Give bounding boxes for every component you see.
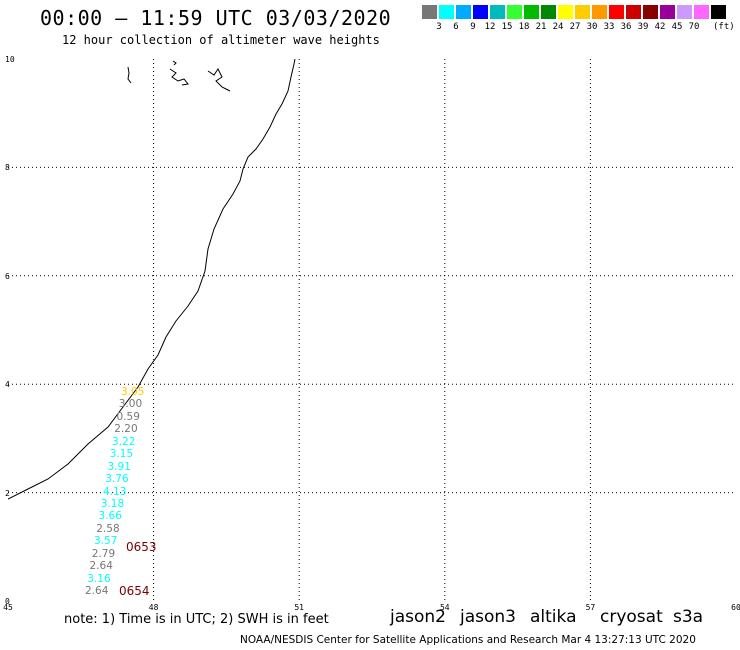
colorbar-unit: (ft)	[713, 22, 735, 32]
colorbar-swatch	[473, 5, 489, 19]
colorbar-label: 33	[603, 22, 615, 32]
colorbar-swatch	[626, 5, 642, 19]
wave-height-value: 3.16	[87, 572, 111, 585]
colorbar-swatch	[456, 5, 472, 19]
legend-jason2: jason2	[390, 607, 446, 627]
y-tick-label: 2	[5, 488, 10, 498]
colorbar-swatch	[592, 5, 608, 19]
colorbar-label: 30	[586, 22, 598, 32]
x-tick-label: 57	[585, 603, 596, 612]
island-2	[169, 68, 189, 86]
legend-altika: altika	[530, 607, 577, 627]
colorbar-label: 70	[688, 22, 700, 32]
wave-height-value: 4.13	[103, 485, 127, 498]
colorbar-label: 21	[535, 22, 547, 32]
wave-height-value: 3.18	[100, 497, 125, 510]
legend-jason3: jason3	[460, 607, 516, 627]
wave-height-value: 2.64	[85, 585, 109, 597]
y-tick-label: 6	[5, 271, 10, 281]
colorbar-swatch	[677, 5, 693, 19]
time-label: 0654	[119, 584, 150, 598]
y-tick-label: 4	[5, 380, 10, 390]
wave-height-value: 3.57	[94, 535, 118, 548]
colorbar-label: 36	[620, 22, 632, 32]
colorbar-swatch	[609, 5, 625, 19]
wave-height-value: 3.00	[118, 398, 143, 411]
footer-credit: NOAA/NESDIS Center for Satellite Applica…	[240, 634, 696, 646]
y-tick-label: 8	[5, 163, 10, 173]
wave-height-value: 3.91	[107, 460, 131, 473]
wave-height-value: 2.64	[89, 560, 113, 573]
colorbar-label: 18	[518, 22, 530, 32]
time-label: 0653	[126, 540, 157, 554]
wave-height-value: 3.66	[98, 510, 122, 523]
colorbar-label: 9	[470, 22, 476, 32]
coastline	[8, 59, 296, 500]
map-subtitle: 12 hour collection of altimeter wave hei…	[62, 33, 380, 47]
colorbar-swatch	[507, 5, 523, 19]
wave-height-value: 2.58	[96, 522, 120, 535]
colorbar-label: 6	[453, 22, 459, 32]
colorbar-swatch	[558, 5, 574, 19]
colorbar-swatch	[711, 5, 727, 19]
colorbar-label: 3	[436, 22, 442, 32]
y-tick-label: 10	[5, 55, 15, 64]
y-tick-label: 0	[5, 597, 10, 606]
x-tick-label: 51	[294, 603, 305, 612]
wave-height-value: 2.79	[91, 547, 116, 560]
colorbar-label: 24	[552, 22, 564, 32]
legend-cryosat: cryosat	[600, 607, 663, 627]
x-tick-label: 45	[3, 603, 13, 612]
colorbar-swatch	[422, 5, 438, 19]
x-tick-label: 54	[439, 603, 450, 612]
grid-lines	[8, 59, 736, 601]
colorbar-label: 45	[671, 22, 683, 32]
wave-height-value: 3.15	[109, 448, 134, 461]
colorbar-label: 39	[637, 22, 649, 32]
x-tick-label: 60	[731, 603, 740, 612]
colorbar-swatch	[524, 5, 540, 19]
footer-note: note: 1) Time is in UTC; 2) SWH is in fe…	[64, 612, 329, 627]
island-3	[207, 68, 231, 92]
wave-height-value: 0.59	[116, 410, 140, 423]
colorbar-swatch	[490, 5, 506, 19]
wave-height-value: 3.22	[112, 435, 136, 448]
wave-height-value: 3.05	[121, 386, 145, 398]
map-plot	[8, 59, 736, 601]
colorbar-swatch	[643, 5, 659, 19]
colorbar-label: 15	[501, 22, 513, 32]
colorbar-label: 27	[569, 22, 581, 32]
map-title: 00:00 – 11:59 UTC 03/03/2020	[40, 6, 392, 30]
colorbar-swatch	[439, 5, 455, 19]
island-4	[172, 60, 177, 66]
colorbar-label: 42	[654, 22, 666, 32]
x-tick-label: 48	[148, 603, 159, 612]
colorbar-swatch	[694, 5, 710, 19]
legend-s3a: s3a	[673, 607, 704, 627]
colorbar-swatch	[660, 5, 676, 19]
colorbar-label: 12	[484, 22, 496, 32]
wave-height-value: 2.20	[114, 423, 138, 436]
colorbar-swatch	[541, 5, 557, 19]
island-1	[127, 66, 132, 84]
wave-height-value: 3.76	[105, 473, 129, 486]
colorbar-swatch	[575, 5, 591, 19]
